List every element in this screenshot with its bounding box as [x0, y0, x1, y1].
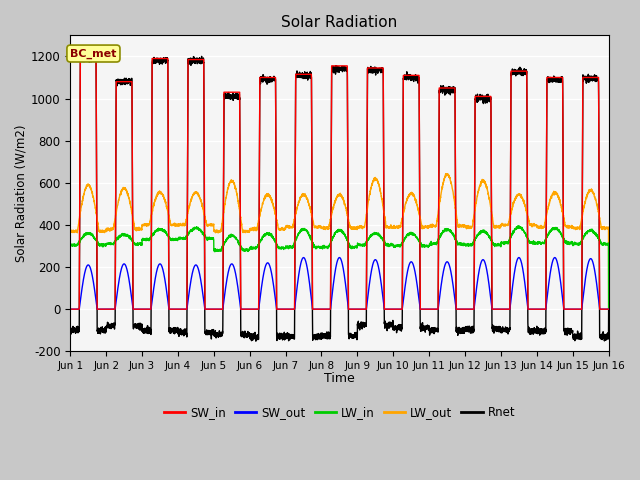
SW_out	[430, 306, 438, 312]
Rnet	[431, 329, 438, 335]
LW_in	[604, 241, 612, 247]
LW_out	[605, 306, 612, 312]
Line: Rnet: Rnet	[70, 53, 609, 341]
LW_in	[514, 223, 522, 228]
SW_out	[551, 255, 559, 261]
SW_in	[491, 306, 499, 312]
SW_in	[430, 306, 438, 312]
SW_out	[604, 306, 612, 312]
Rnet	[67, 326, 74, 332]
Rnet	[252, 338, 260, 344]
LW_in	[605, 306, 612, 312]
LW_out	[443, 171, 451, 177]
Rnet	[605, 306, 612, 312]
LW_out	[430, 224, 438, 229]
LW_in	[430, 240, 438, 246]
LW_out	[604, 225, 612, 230]
LW_out	[163, 205, 171, 211]
Line: SW_out: SW_out	[70, 258, 609, 309]
Legend: SW_in, SW_out, LW_in, LW_out, Rnet: SW_in, SW_out, LW_in, LW_out, Rnet	[159, 401, 520, 424]
Rnet	[319, 334, 327, 339]
SW_out	[491, 306, 499, 312]
SW_in	[460, 306, 468, 312]
SW_in	[604, 306, 612, 312]
Rnet	[491, 325, 499, 331]
LW_in	[491, 242, 499, 248]
LW_in	[460, 240, 468, 246]
Rnet	[163, 59, 171, 65]
Line: LW_in: LW_in	[70, 226, 609, 309]
Rnet	[604, 336, 612, 341]
SW_out	[460, 306, 468, 312]
LW_in	[163, 232, 171, 238]
Title: Solar Radiation: Solar Radiation	[282, 15, 397, 30]
X-axis label: Time: Time	[324, 372, 355, 385]
SW_out	[605, 306, 612, 312]
SW_out	[319, 306, 327, 312]
Text: BC_met: BC_met	[70, 48, 116, 59]
Rnet	[460, 324, 468, 330]
LW_out	[491, 224, 499, 230]
LW_out	[319, 226, 327, 232]
LW_in	[67, 242, 74, 248]
SW_out	[67, 306, 74, 312]
SW_in	[605, 306, 612, 312]
Rnet	[77, 50, 85, 56]
SW_in	[67, 306, 74, 312]
LW_in	[319, 244, 327, 250]
SW_in	[319, 306, 327, 312]
SW_in	[163, 56, 171, 61]
Line: SW_in: SW_in	[70, 56, 609, 309]
Y-axis label: Solar Radiation (W/m2): Solar Radiation (W/m2)	[15, 125, 28, 262]
LW_out	[67, 228, 74, 234]
SW_in	[77, 53, 84, 59]
LW_out	[460, 222, 468, 228]
Line: LW_out: LW_out	[70, 174, 609, 309]
SW_out	[163, 291, 171, 297]
